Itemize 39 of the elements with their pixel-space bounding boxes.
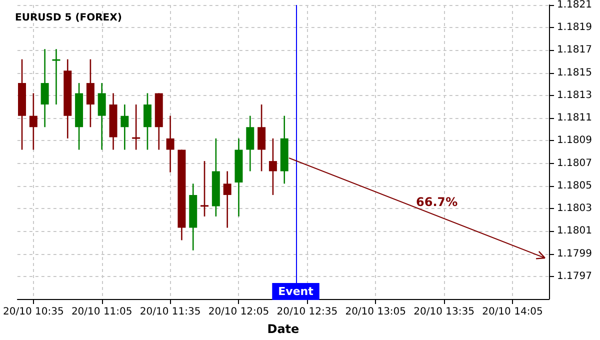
y-tick-label: 1.1819 (557, 22, 592, 34)
candlestick (268, 138, 277, 196)
candlestick (120, 104, 129, 150)
x-tick-label: 20/10 14:05 (482, 306, 543, 318)
candlestick (52, 48, 60, 106)
y-tick-label: 1.1811 (557, 112, 592, 124)
candlestick (143, 92, 152, 150)
x-tick-label: 20/10 12:05 (208, 306, 270, 318)
text: EURUSD 5 (FOREX) (15, 12, 122, 24)
y-tick-label: 1.1797 (557, 270, 592, 282)
x-tick-label: 20/10 11:05 (71, 306, 132, 318)
y-tick-label: 1.1801 (557, 226, 592, 237)
y-tick-label: 1.1821 (557, 0, 592, 10)
y-tick-label: 1.1817 (557, 44, 592, 56)
y-tick-label: 1.1809 (557, 135, 592, 146)
candlestick (29, 92, 38, 150)
y-tick-label: 1.1799 (557, 248, 592, 260)
x-tick-label: 20/10 13:05 (345, 306, 406, 318)
x-tick-label: 20/10 11:35 (140, 306, 201, 318)
candlestick (246, 115, 254, 172)
candlestick (132, 104, 140, 150)
candlestick (200, 160, 209, 218)
y-tick-label: 1.1803 (557, 203, 592, 214)
y-tick-label: 1.1813 (557, 90, 592, 101)
candlestick (86, 58, 94, 128)
x-axis-title: Date (267, 322, 300, 336)
candlestick (98, 82, 106, 150)
x-tick-label: 20/10 10:35 (2, 306, 64, 318)
y-tick-label: 1.1805 (557, 180, 592, 192)
candlestick (40, 48, 49, 128)
y-tick-label: 1.1815 (557, 67, 592, 78)
x-tick-label: 20/10 12:35 (276, 306, 338, 318)
candlestick (166, 115, 174, 174)
x-tick-label: 20/10 13:35 (414, 306, 474, 318)
candlestick (258, 104, 266, 172)
annotation: 66.7% (416, 195, 458, 209)
ref-line-label: Event (278, 285, 314, 298)
y-tick-label: 1.1807 (557, 158, 592, 169)
candlestick (223, 170, 232, 228)
